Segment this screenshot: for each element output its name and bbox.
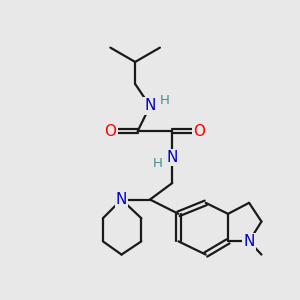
Text: H: H (160, 94, 170, 107)
Text: N: N (144, 98, 156, 113)
Text: O: O (104, 124, 116, 139)
Text: H: H (152, 157, 162, 170)
Text: N: N (116, 192, 127, 207)
Text: N: N (167, 150, 178, 165)
Text: N: N (243, 234, 255, 249)
Text: O: O (194, 124, 206, 139)
